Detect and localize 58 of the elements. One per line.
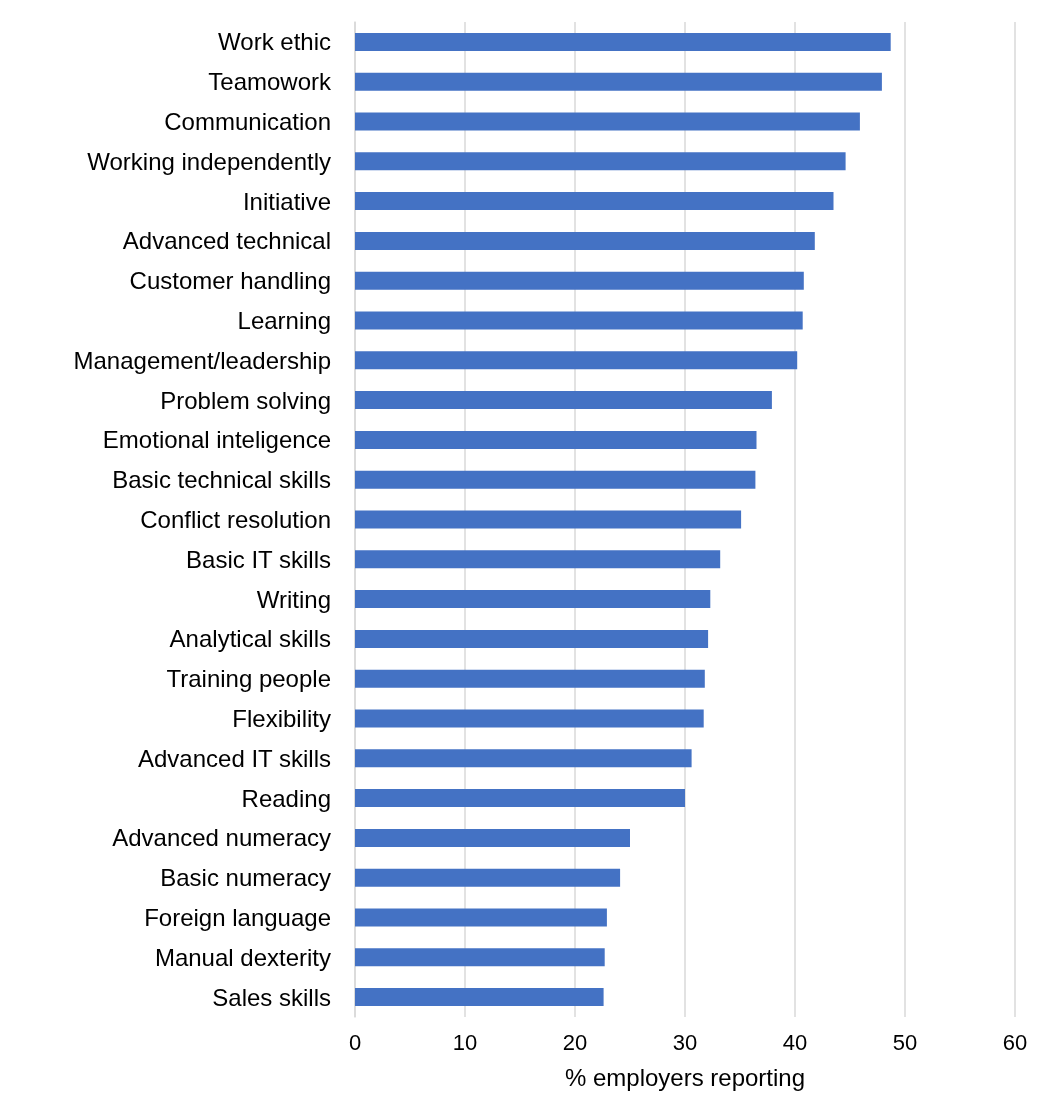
bar xyxy=(355,669,705,688)
y-tick-label: Foreign language xyxy=(144,904,331,931)
x-tick-label: 0 xyxy=(348,1029,362,1055)
x-axis-title: % employers reporting xyxy=(564,1063,806,1091)
y-tick-label: Writing xyxy=(256,585,331,613)
y-tick-label: Manual dexterity xyxy=(154,943,331,971)
y-tick-label: Advanced numeracy xyxy=(112,824,331,852)
bar xyxy=(355,351,798,370)
bar xyxy=(355,828,630,847)
y-tick-label: Advanced technical xyxy=(122,227,331,255)
y-tick-label: Basic technical skills xyxy=(112,466,331,494)
bar xyxy=(355,231,815,250)
bar xyxy=(355,192,834,211)
y-tick-label: Basic IT skills xyxy=(186,545,331,573)
y-tick-label: Sales skills xyxy=(212,983,331,1011)
x-tick-label: 20 xyxy=(562,1029,588,1055)
bar xyxy=(355,868,621,887)
bar xyxy=(355,391,772,410)
bar xyxy=(355,470,756,489)
bar xyxy=(355,709,704,728)
bar xyxy=(355,550,721,569)
bar xyxy=(355,590,711,609)
bar xyxy=(355,152,846,171)
y-tick-label: Initiative xyxy=(242,187,331,215)
y-tick-label: Working independently xyxy=(87,147,331,175)
y-tick-label: Emotional inteligence xyxy=(102,426,331,454)
y-tick-label: Teamowork xyxy=(208,68,332,96)
x-tick-label: 10 xyxy=(452,1029,478,1055)
y-tick-label: Basic numeracy xyxy=(160,864,331,892)
y-tick-label: Management/leadership xyxy=(73,346,331,374)
y-tick-label: Work ethic xyxy=(218,28,331,56)
x-tick-label: 40 xyxy=(782,1029,808,1055)
bar xyxy=(355,988,604,1007)
bar xyxy=(355,72,882,91)
bar xyxy=(355,510,742,529)
y-tick-label: Learning xyxy=(237,307,331,334)
x-tick-label: 60 xyxy=(1002,1029,1028,1055)
bar xyxy=(355,629,709,648)
y-tick-label: Flexibility xyxy=(232,705,331,732)
bar xyxy=(355,789,685,808)
bar xyxy=(355,112,860,131)
bar xyxy=(355,32,891,51)
y-tick-label: Customer handling xyxy=(129,267,331,295)
y-tick-label: Reading xyxy=(241,784,331,812)
y-tick-label: Advanced IT skills xyxy=(138,744,331,772)
x-tick-label: 30 xyxy=(672,1029,698,1055)
bar xyxy=(355,311,803,330)
bar xyxy=(355,948,605,967)
bar xyxy=(355,749,692,768)
bar xyxy=(355,430,757,449)
y-tick-label: Problem solving xyxy=(160,386,331,414)
y-tick-label: Analytical skills xyxy=(169,625,331,653)
bar xyxy=(355,908,607,927)
bar xyxy=(355,271,804,290)
x-tick-label: 50 xyxy=(892,1029,918,1055)
y-tick-label: Conflict resolution xyxy=(140,506,331,533)
y-tick-label: Training people xyxy=(166,665,331,693)
y-tick-label: Communication xyxy=(164,108,331,135)
